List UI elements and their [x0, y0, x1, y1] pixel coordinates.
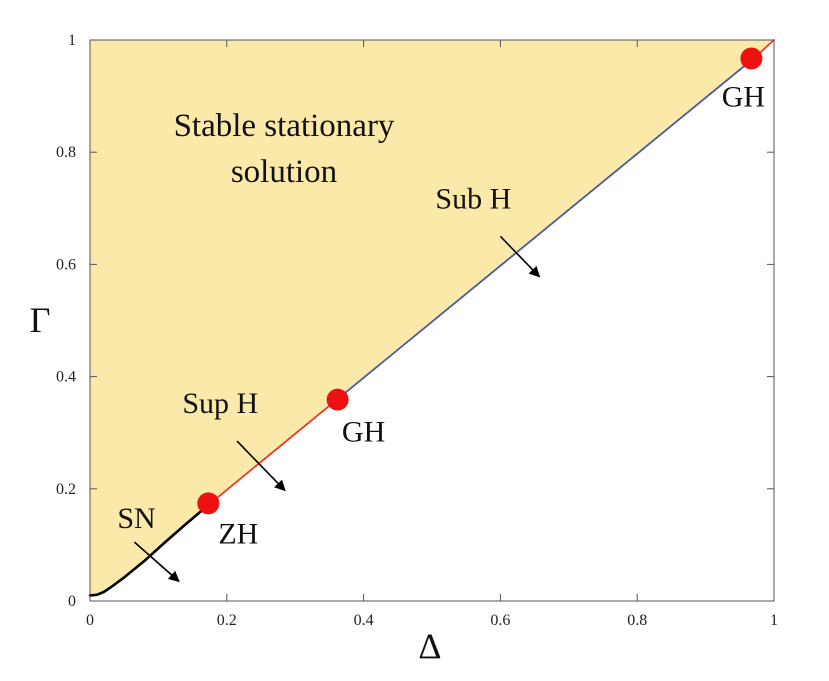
marker-gh-1 [326, 388, 349, 411]
stable-region [90, 40, 774, 596]
marker-zh-0 [197, 492, 220, 515]
x-tick-label: 1 [770, 612, 778, 629]
annotation-label-0: SN [117, 502, 155, 535]
x-tick-label: 0.2 [217, 612, 237, 629]
annotation-arrow-1 [236, 440, 286, 492]
annotation-label-1: Sup H [182, 387, 258, 420]
x-tick-label: 0.6 [490, 612, 510, 629]
series-layer [88, 39, 775, 597]
marker-label-2: GH [722, 81, 765, 114]
annotation-arrow-2 [499, 235, 541, 278]
annotation-layer: SN Sup H Sub H [117, 182, 541, 583]
x-tick-label: 0 [86, 612, 94, 629]
region-label-line-1: Stable stationary [174, 108, 395, 144]
marker-label-0: ZH [218, 517, 258, 550]
marker-gh-2 [740, 47, 763, 70]
marker-layer: ZH GH GH [197, 47, 765, 550]
tick-layer: 0 0.2 0.4 0.6 0.8 1 0 0.2 0.4 0.6 0.8 1 [56, 32, 778, 629]
y-tick-label: 0.2 [56, 481, 76, 498]
x-axis-title: Δ [418, 626, 441, 666]
annotation-arrow-0 [133, 541, 180, 583]
y-axis-title: Γ [30, 300, 51, 340]
series-line-2 [335, 57, 755, 402]
region-layer [90, 40, 774, 596]
annotation-label-2: Sub H [435, 182, 511, 215]
y-tick-label: 0.8 [56, 144, 76, 161]
y-tick-label: 0.6 [56, 256, 76, 273]
series-line-1 [208, 399, 338, 505]
series-line-0 [88, 502, 211, 597]
y-tick-label: 0.4 [56, 369, 76, 386]
plot-frame [89, 39, 775, 602]
x-tick-label: 0.8 [627, 612, 647, 629]
y-tick-label: 0 [68, 593, 76, 610]
y-tick-label: 1 [68, 32, 76, 49]
x-tick-label: 0.4 [354, 612, 374, 629]
region-label-line-2: solution [231, 154, 337, 190]
axes-frame [89, 39, 775, 602]
marker-label-1: GH [342, 416, 385, 449]
